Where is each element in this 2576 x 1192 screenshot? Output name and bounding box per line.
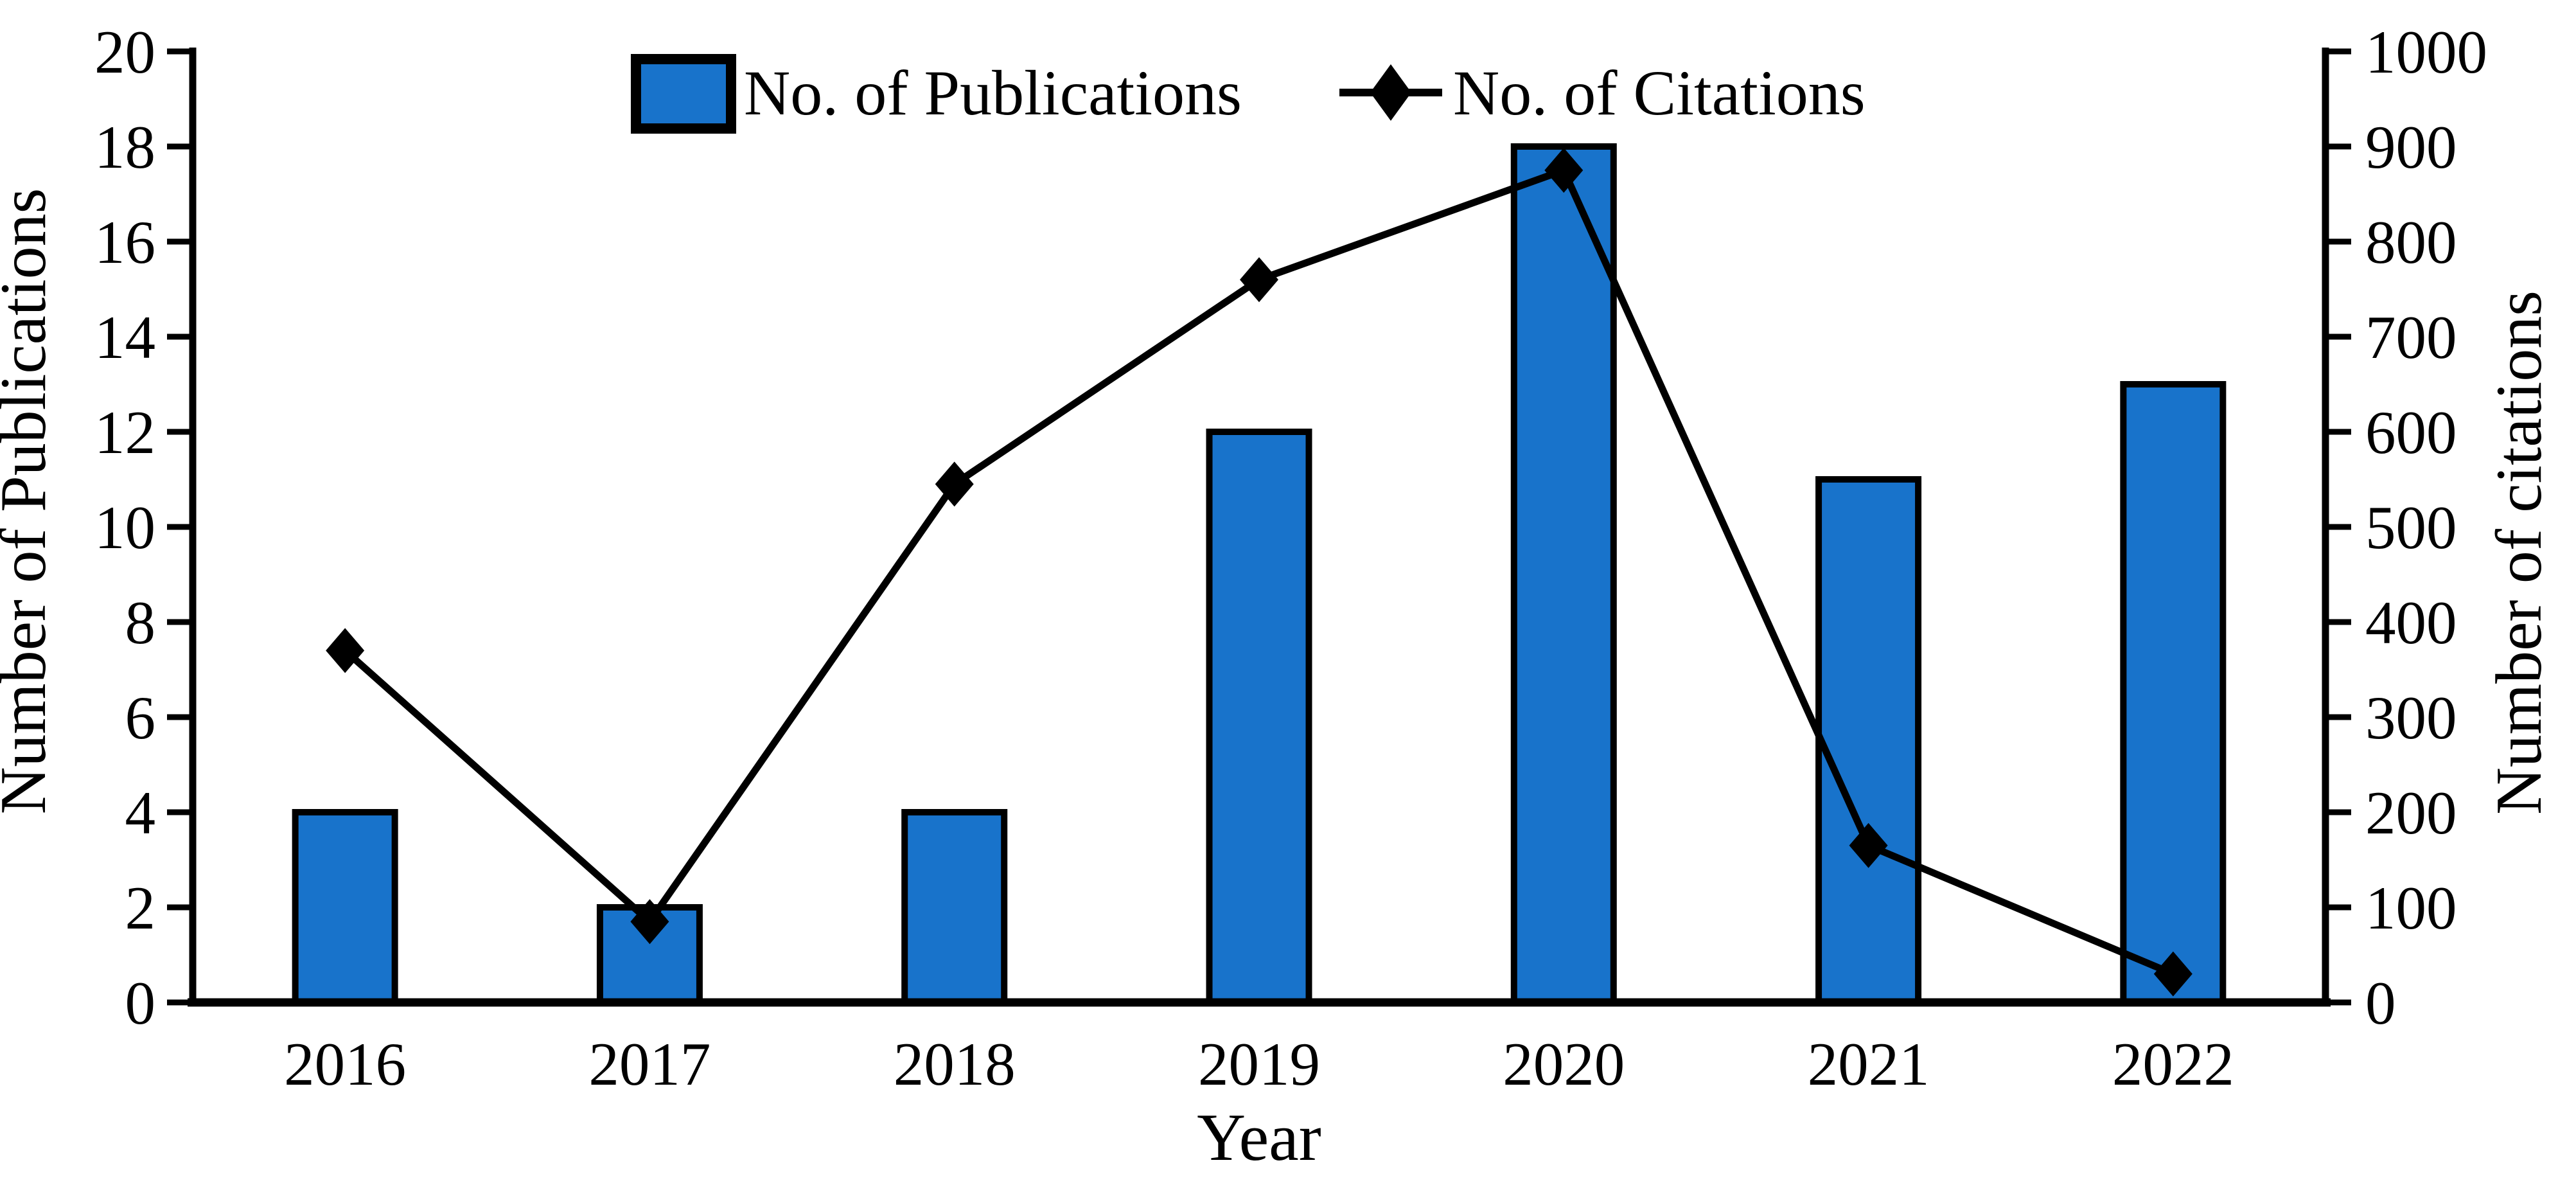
x-axis-category-labels: 2016 2017 2018 2019 2020 2021 2022 bbox=[284, 1030, 2234, 1098]
left-tick-label-12: 12 bbox=[94, 398, 155, 467]
left-tick-label-2: 2 bbox=[125, 874, 156, 942]
right-tick-label-0: 0 bbox=[2365, 969, 2396, 1037]
bars-group bbox=[292, 143, 2227, 1006]
legend: No. of Publications No. of Citations bbox=[631, 54, 1866, 134]
right-tick-label-500: 500 bbox=[2365, 494, 2457, 562]
x-category-label-2021: 2021 bbox=[1808, 1030, 1930, 1098]
right-tick-label-800: 800 bbox=[2365, 208, 2457, 276]
left-tick-label-20: 20 bbox=[94, 18, 155, 86]
citations-point-2020 bbox=[1544, 148, 1584, 193]
legend-citations-label: No. of Citations bbox=[1453, 57, 1866, 129]
right-axis-title: Number of citations bbox=[2483, 290, 2555, 815]
publications-bar-2021 bbox=[1815, 476, 1922, 1006]
citations-point-2019 bbox=[1240, 257, 1278, 303]
legend-citations-diamond-icon bbox=[1370, 64, 1411, 121]
x-category-label-2019: 2019 bbox=[1198, 1030, 1320, 1098]
left-tick-label-8: 8 bbox=[125, 589, 156, 657]
right-tick-label-200: 200 bbox=[2365, 779, 2457, 847]
legend-publications-swatch-icon bbox=[631, 54, 736, 134]
right-tick-label-1000: 1000 bbox=[2365, 18, 2487, 86]
right-tick-label-300: 300 bbox=[2365, 684, 2457, 752]
publications-bar-2018 bbox=[901, 809, 1008, 1006]
x-category-label-2017: 2017 bbox=[588, 1030, 710, 1098]
left-tick-label-4: 4 bbox=[125, 779, 156, 847]
right-tick-label-900: 900 bbox=[2365, 113, 2457, 181]
citations-point-2018 bbox=[935, 461, 974, 507]
right-tick-label-100: 100 bbox=[2365, 874, 2457, 942]
left-tick-label-6: 6 bbox=[125, 684, 156, 752]
citations-point-2022 bbox=[2153, 951, 2192, 997]
x-category-label-2018: 2018 bbox=[894, 1030, 1016, 1098]
right-axis-ticks: 0 100 200 300 400 500 600 700 800 900 1000 bbox=[2325, 18, 2487, 1037]
x-axis-title: Year bbox=[1197, 1099, 1321, 1175]
right-tick-label-700: 700 bbox=[2365, 303, 2457, 371]
left-tick-label-0: 0 bbox=[125, 969, 156, 1037]
left-tick-label-16: 16 bbox=[94, 208, 155, 276]
left-tick-label-18: 18 bbox=[94, 113, 155, 181]
citations-line-group bbox=[326, 148, 2192, 997]
citations-point-2017 bbox=[630, 899, 669, 945]
right-tick-label-600: 600 bbox=[2365, 398, 2457, 467]
right-tick-label-400: 400 bbox=[2365, 589, 2457, 657]
legend-publications-label: No. of Publications bbox=[744, 57, 1242, 129]
publications-bar-2016 bbox=[292, 809, 398, 1006]
publications-bar-2022 bbox=[2120, 381, 2227, 1006]
publications-bar-2020 bbox=[1510, 143, 1617, 1006]
left-axis-title: Number of Publications bbox=[0, 188, 60, 815]
x-category-label-2020: 2020 bbox=[1503, 1030, 1625, 1098]
citations-point-2021 bbox=[1849, 823, 1888, 868]
citations-point-2016 bbox=[326, 628, 365, 673]
publications-bar-2019 bbox=[1206, 429, 1312, 1006]
left-tick-label-14: 14 bbox=[94, 303, 155, 371]
left-axis-ticks: 0 2 4 6 8 10 12 14 16 18 20 bbox=[94, 18, 193, 1037]
x-category-label-2022: 2022 bbox=[2112, 1030, 2234, 1098]
left-tick-label-10: 10 bbox=[94, 494, 155, 562]
x-category-label-2016: 2016 bbox=[284, 1030, 406, 1098]
